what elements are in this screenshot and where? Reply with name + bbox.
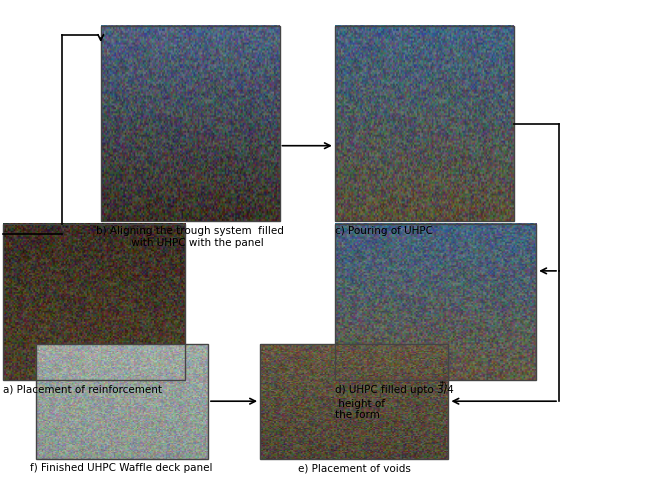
Bar [3,224,185,381]
Text: d) UHPC filled upto 3/4: d) UHPC filled upto 3/4 [335,384,454,394]
Bar [36,344,208,459]
Text: f) Finished UHPC Waffle deck panel: f) Finished UHPC Waffle deck panel [31,462,213,472]
Text: b) Aligning the trough system  filled
     with UHPC with the panel: b) Aligning the trough system filled wit… [96,225,284,247]
Text: height of
the form: height of the form [335,398,385,419]
Bar [335,224,536,381]
Text: e) Placement of voids: e) Placement of voids [298,462,411,472]
Bar [260,344,448,459]
Text: a) Placement of reinforcement: a) Placement of reinforcement [3,384,162,394]
Text: c) Pouring of UHPC: c) Pouring of UHPC [335,225,433,235]
Bar [101,27,280,222]
Text: th: th [440,381,447,386]
Bar [335,27,514,222]
